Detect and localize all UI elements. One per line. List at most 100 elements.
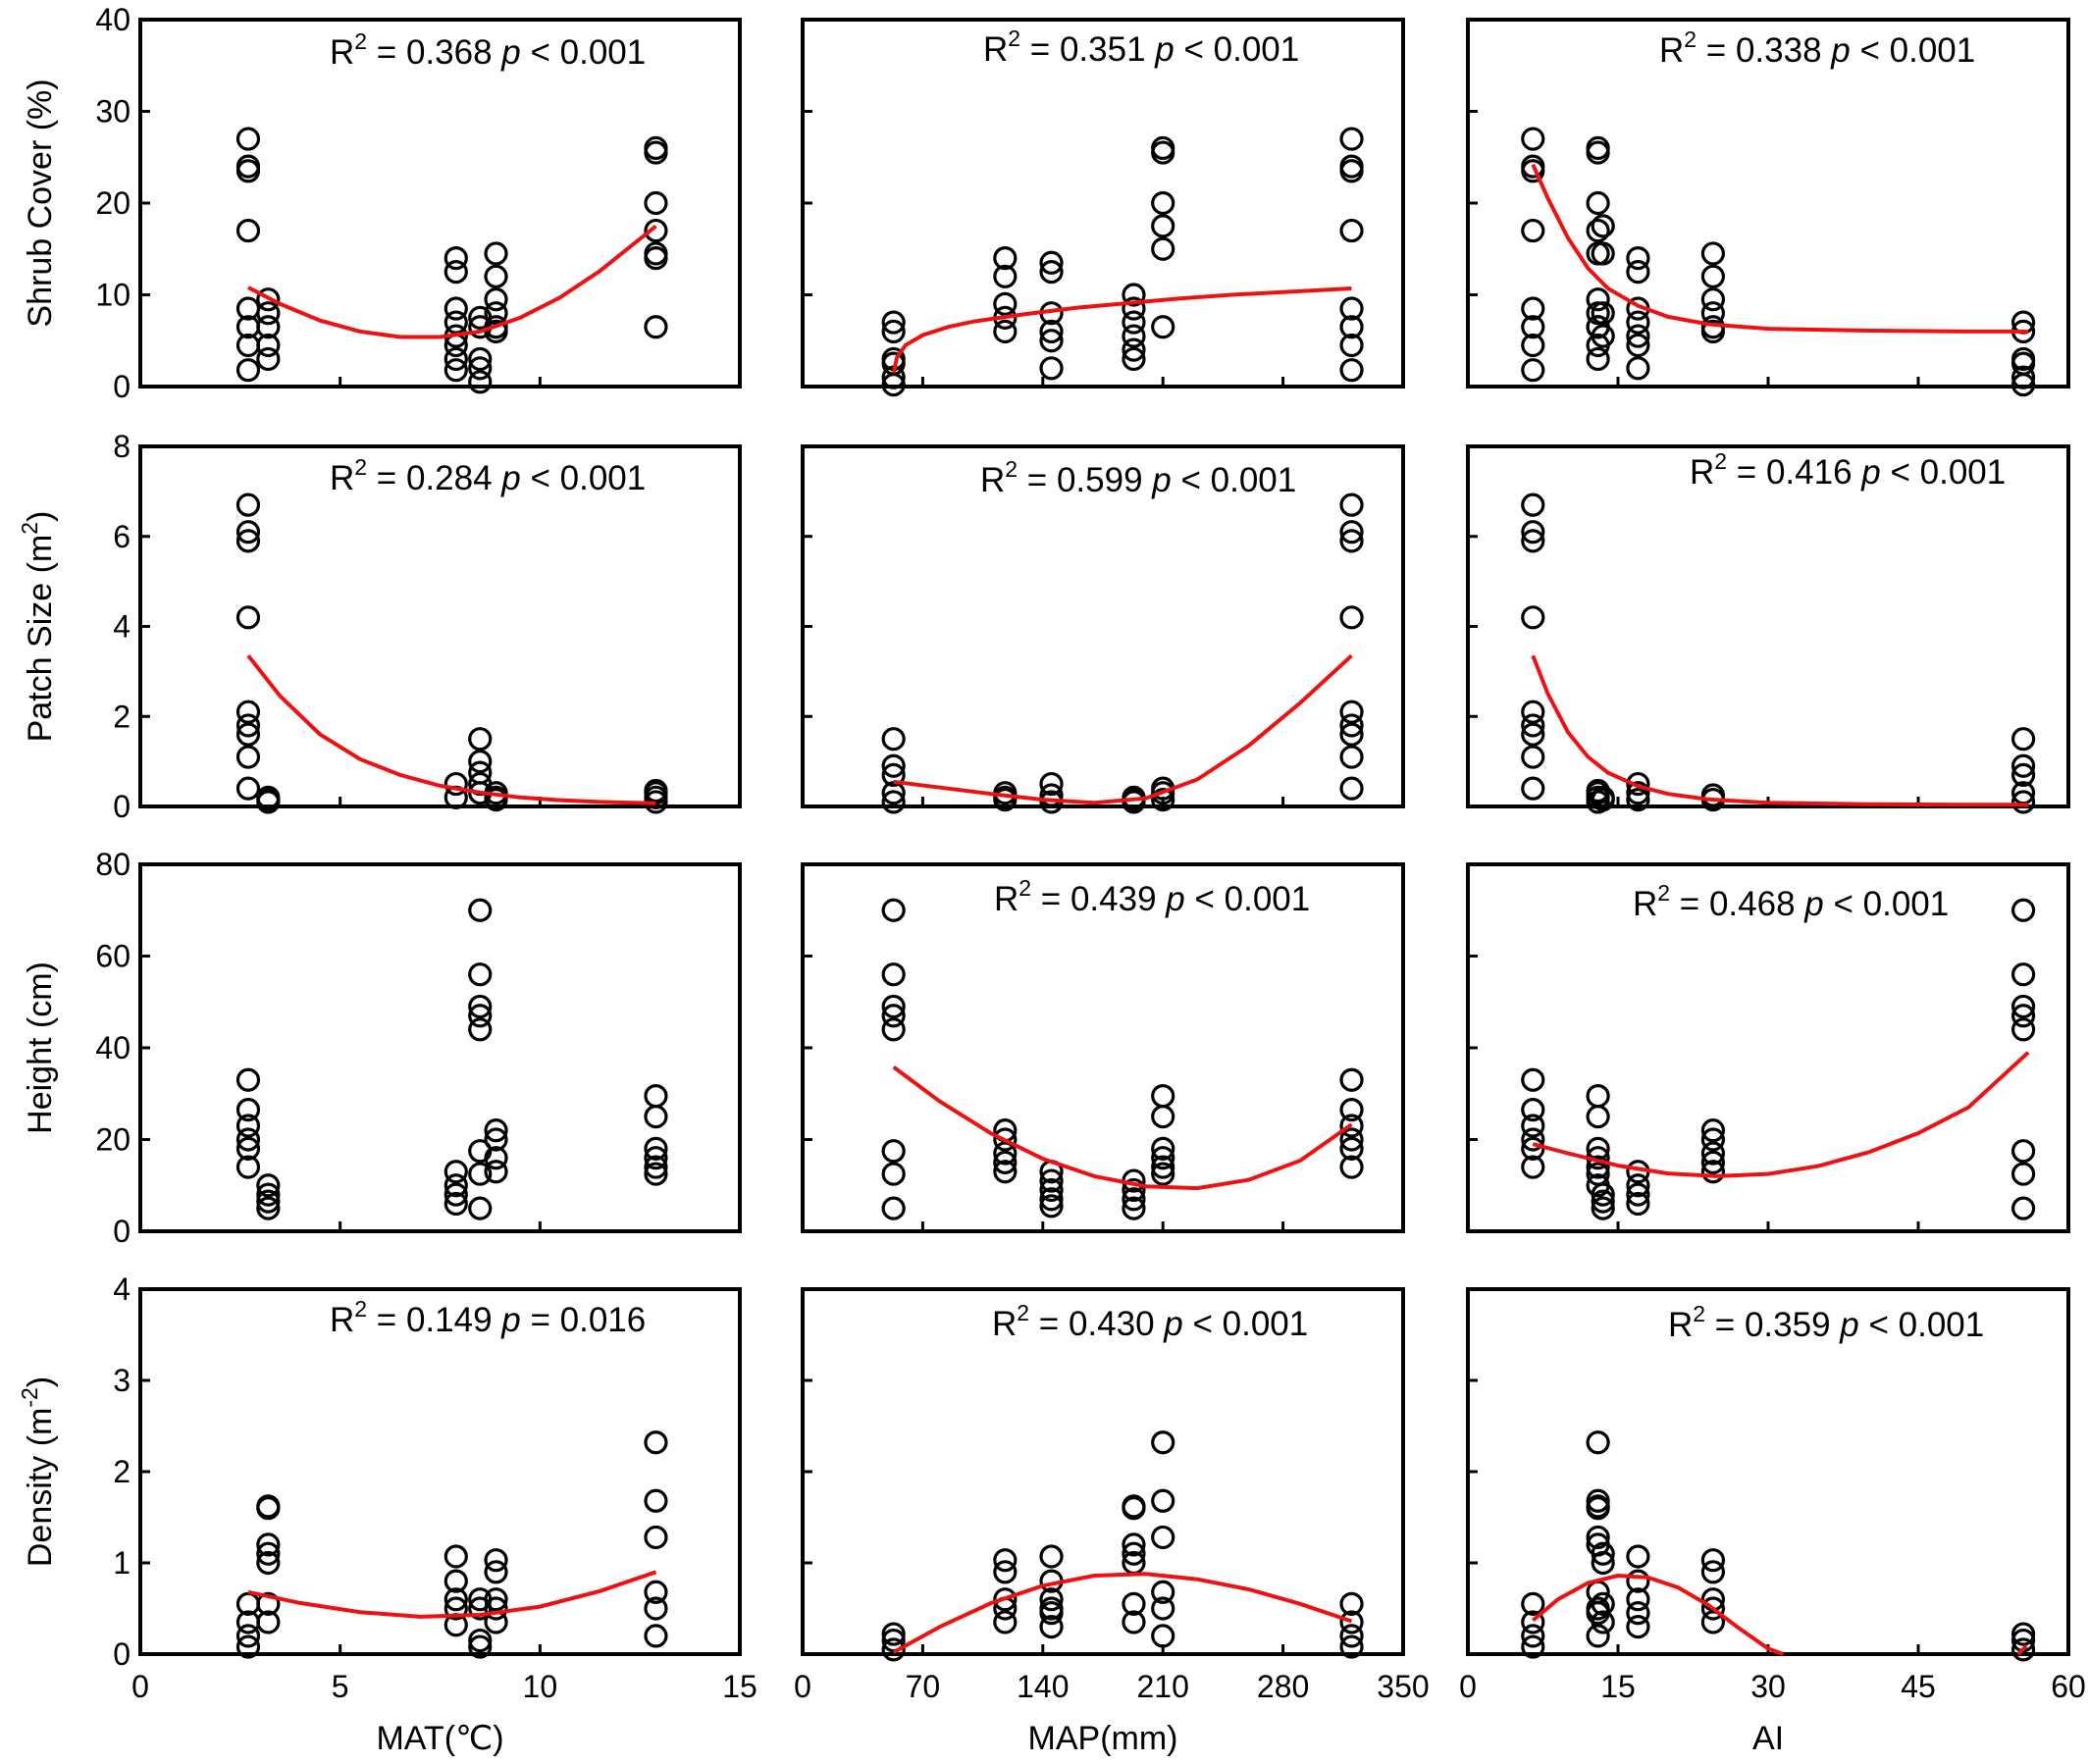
data-point <box>1591 1541 1615 1566</box>
data-point <box>644 246 668 271</box>
plot-frame <box>138 18 742 389</box>
data-point <box>256 333 281 358</box>
data-point <box>644 1596 668 1621</box>
data-point <box>1122 1610 1146 1634</box>
data-point <box>881 753 906 778</box>
data-point <box>1521 520 1545 545</box>
data-point <box>256 1196 281 1220</box>
fit-line <box>1532 1573 1784 1656</box>
data-point <box>644 140 668 165</box>
y-tick-label: 8 <box>113 429 130 464</box>
data-point <box>256 1189 281 1214</box>
panel-r1-c0: 0 2 4 6 8 R2 = 0.284 p < 0.001 Patch Size (m2) <box>17 429 742 824</box>
panel-r3-c1: 0 70 140 210 280 350 R2 = 0.430 p < 0.001 MAP(m… <box>794 1287 1430 1757</box>
y-axis-title: Shrub Cover (%) <box>22 78 59 327</box>
x-tick-label: 0 <box>131 1669 149 1704</box>
data-point <box>1339 1067 1364 1092</box>
data-point <box>1339 1114 1364 1138</box>
data-point <box>881 1637 906 1662</box>
plot-frame <box>1466 444 2070 808</box>
data-point <box>1151 236 1175 261</box>
y-tick-label: 2 <box>113 1454 130 1489</box>
data-point <box>256 1173 281 1198</box>
data-point <box>1521 296 1545 321</box>
data-point <box>1700 287 1726 312</box>
data-point <box>1586 1525 1610 1550</box>
data-point <box>1521 605 1545 630</box>
data-point <box>2011 1017 2036 1042</box>
x-tick-label: 0 <box>1459 1669 1477 1704</box>
data-point <box>1339 159 1364 183</box>
data-point <box>235 493 261 517</box>
data-point <box>1626 1569 1650 1593</box>
data-point <box>644 1525 668 1550</box>
panel-r3-c2: 0 15 30 45 60 R2 = 0.359 p < 0.001 AI <box>1459 1287 2086 1757</box>
data-point <box>1339 1155 1364 1179</box>
data-point <box>1339 722 1364 747</box>
panel-r0-c1: R2 = 0.351 p < 0.001 <box>801 18 1405 397</box>
data-point <box>2011 365 2036 389</box>
data-point <box>2011 753 2036 778</box>
data-point <box>1521 1127 1545 1152</box>
data-point <box>235 218 261 243</box>
data-point <box>1151 1136 1175 1161</box>
data-point <box>1700 241 1726 266</box>
data-point <box>881 373 906 397</box>
data-point <box>644 1136 668 1161</box>
data-point <box>644 190 668 216</box>
data-point <box>256 1496 281 1521</box>
data-point <box>1626 324 1650 348</box>
data-point <box>1151 190 1175 216</box>
data-point <box>468 1162 493 1186</box>
data-point <box>1339 745 1364 769</box>
data-point <box>881 1622 906 1646</box>
data-point <box>1339 1634 1364 1659</box>
data-point <box>468 962 493 987</box>
data-point <box>644 1105 668 1129</box>
data-point <box>1151 788 1175 812</box>
x-tick-label: 15 <box>722 1669 757 1704</box>
data-point <box>1339 1127 1364 1152</box>
data-point <box>444 310 468 335</box>
data-point <box>235 1155 261 1179</box>
data-point <box>1339 700 1364 724</box>
data-point <box>1151 1146 1175 1170</box>
data-point <box>1151 1488 1175 1513</box>
data-point <box>256 1532 281 1557</box>
data-point <box>484 241 508 266</box>
y-tick-label: 30 <box>95 94 130 130</box>
x-tick-label: 45 <box>1901 1669 1936 1704</box>
data-point <box>1626 788 1650 812</box>
data-point <box>2011 1162 2036 1186</box>
stat-annotation: R2 = 0.599 p < 0.001 <box>980 456 1296 499</box>
data-point <box>881 1139 906 1164</box>
data-point <box>993 1127 1018 1152</box>
data-point <box>2011 762 2036 787</box>
data-point <box>235 529 261 553</box>
data-point <box>1591 301 1615 326</box>
data-point <box>1151 1162 1175 1186</box>
data-point <box>1591 1182 1615 1207</box>
data-point <box>468 750 493 774</box>
fit-line <box>892 1572 1353 1654</box>
x-tick-label: 30 <box>1750 1669 1786 1704</box>
data-point <box>1521 358 1545 383</box>
stat-annotation: R2 = 0.368 p < 0.001 <box>330 28 646 72</box>
data-point <box>644 315 668 339</box>
data-point <box>444 296 468 321</box>
data-point <box>468 1634 493 1659</box>
x-tick-label: 70 <box>906 1669 941 1704</box>
y-tick-label: 40 <box>95 1030 130 1065</box>
data-point <box>1122 337 1146 362</box>
data-point <box>881 1004 906 1028</box>
data-point <box>644 1155 668 1179</box>
data-point <box>468 898 493 922</box>
data-point <box>235 358 261 383</box>
x-tick-label: 140 <box>1017 1669 1069 1704</box>
data-point <box>1039 329 1064 353</box>
data-point <box>235 1114 261 1138</box>
data-point <box>881 727 906 752</box>
data-point <box>484 1146 508 1170</box>
data-point <box>444 246 468 271</box>
data-point <box>1591 1196 1615 1220</box>
